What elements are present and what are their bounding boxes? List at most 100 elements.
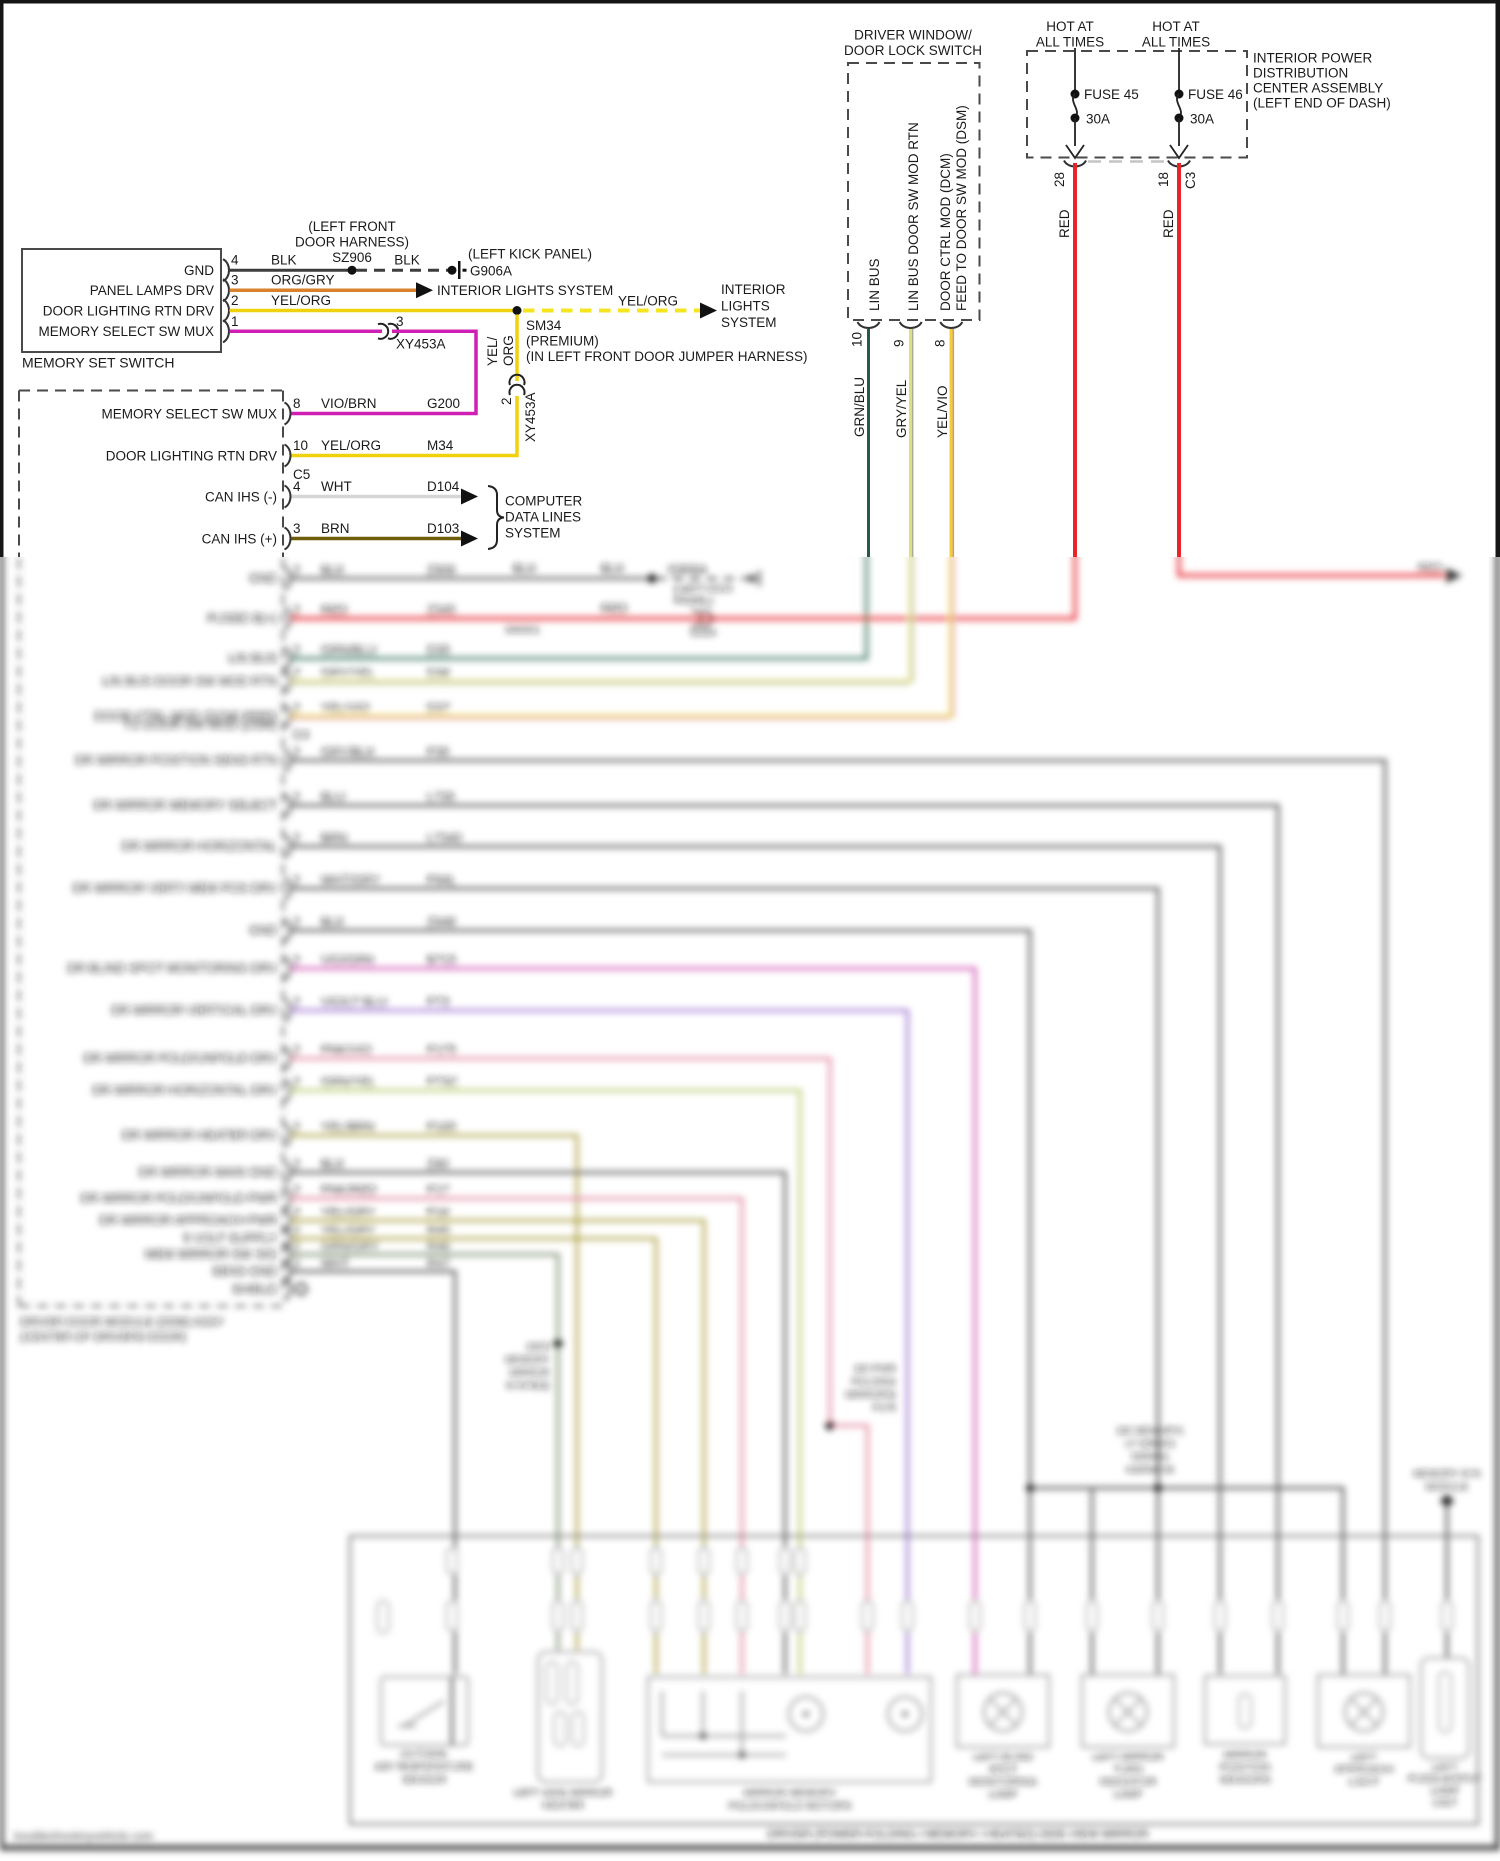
svg-text:PANEL): PANEL) [674, 595, 713, 607]
svg-text:(LEFT KICK PANEL): (LEFT KICK PANEL) [468, 247, 592, 262]
svg-text:YEL/GRY: YEL/GRY [321, 1206, 376, 1220]
svg-text:DR MIRROR VERT/ MEM POS DRV: DR MIRROR VERT/ MEM POS DRV [73, 882, 278, 896]
svg-text:4: 4 [231, 253, 239, 268]
svg-text:L735: L735 [427, 791, 455, 805]
svg-text:HARNESS: HARNESS [1126, 1465, 1175, 1476]
svg-text:BLK: BLK [271, 253, 297, 268]
svg-text:DRIVER DOOR MODULE (DDM) ASSY: DRIVER DOOR MODULE (DDM) ASSY [20, 1317, 224, 1329]
svg-text:2: 2 [293, 564, 300, 578]
svg-text:B715: B715 [427, 954, 456, 968]
svg-text:TURN: TURN [1113, 1764, 1142, 1776]
svg-text:GRY/YEL: GRY/YEL [894, 379, 909, 438]
svg-text:DOOR CTRL MOD (DCM): DOOR CTRL MOD (DCM) [938, 153, 953, 311]
svg-text:VIO/BRN: VIO/BRN [321, 396, 377, 411]
svg-text:BLK: BLK [513, 562, 537, 576]
svg-text:YEL/VIO: YEL/VIO [935, 385, 950, 438]
svg-text:DR MIRROR HEATER DRV: DR MIRROR HEATER DRV [122, 1129, 278, 1143]
svg-text:FUSE 45: FUSE 45 [1084, 87, 1139, 102]
svg-text:LAMP: LAMP [1431, 1785, 1460, 1797]
svg-text:COMPUTER: COMPUTER [505, 494, 583, 509]
svg-text:2: 2 [293, 604, 300, 618]
svg-text:2: 2 [293, 1257, 300, 1271]
svg-text:D35: D35 [427, 644, 450, 658]
svg-text:GRN/BLU: GRN/BLU [852, 377, 867, 437]
svg-text:LAMP: LAMP [989, 1789, 1018, 1801]
svg-text:MEMORY SET SWITCH: MEMORY SET SWITCH [22, 355, 174, 371]
svg-text:GRY/YEL: GRY/YEL [321, 667, 375, 681]
svg-text:2: 2 [293, 1224, 300, 1238]
svg-text:GRY/BLK: GRY/BLK [321, 746, 376, 760]
svg-text:L7340: L7340 [427, 832, 462, 846]
svg-text:DATA LINES: DATA LINES [505, 510, 581, 525]
svg-text:GND: GND [249, 924, 277, 938]
svg-text:Z345: Z345 [427, 604, 456, 618]
svg-text:MEMORY SELECT SW MUX: MEMORY SELECT SW MUX [101, 406, 277, 421]
svg-text:DR MIRROR FOLD/UNFOLD DRV: DR MIRROR FOLD/UNFOLD DRV [83, 1052, 277, 1066]
svg-text:2: 2 [293, 874, 300, 888]
svg-text:BLK: BLK [321, 916, 345, 930]
svg-text:DISTRIBUTION: DISTRIBUTION [1253, 66, 1348, 81]
svg-text:(LEFT FRONT: (LEFT FRONT [308, 219, 396, 234]
svg-text:P17: P17 [427, 1184, 449, 1198]
svg-text:(W/ MEMORY): (W/ MEMORY) [1117, 1426, 1183, 1437]
svg-text:10: 10 [293, 438, 308, 453]
svg-text:(W/O: (W/O [527, 1342, 551, 1353]
svg-text:30A: 30A [1190, 112, 1214, 127]
svg-text:30A: 30A [1086, 112, 1110, 127]
svg-text:PNK/RED: PNK/RED [321, 1184, 377, 1198]
svg-text:VIO/LT BLU: VIO/LT BLU [321, 996, 387, 1010]
svg-text:SM301: SM301 [505, 624, 540, 636]
svg-text:DR MIRROR HORIZONTAL: DR MIRROR HORIZONTAL [122, 840, 277, 854]
svg-text:DOOR CTRL MOD (DCM) FEED: DOOR CTRL MOD (DCM) FEED [94, 710, 277, 724]
svg-text:G200: G200 [427, 396, 460, 411]
svg-text:R46: R46 [427, 1240, 450, 1254]
svg-text:(CENTER OF DRIVERS DOOR): (CENTER OF DRIVERS DOOR) [20, 1332, 186, 1344]
svg-text:APPROACH: APPROACH [1335, 1764, 1394, 1776]
svg-text:DOOR LOCK SWITCH: DOOR LOCK SWITCH [844, 43, 982, 58]
svg-text:D103: D103 [427, 521, 459, 536]
svg-text:HOT AT: HOT AT [1152, 19, 1200, 34]
svg-text:SYSTEM): SYSTEM) [506, 1381, 550, 1392]
svg-text:RED: RED [1057, 209, 1072, 238]
svg-text:BLK: BLK [321, 564, 345, 578]
svg-text:P73C: P73C [427, 1076, 458, 1090]
svg-text:BLU: BLU [321, 791, 345, 805]
svg-text:YEL/VIO: YEL/VIO [321, 702, 370, 716]
svg-text:FUSE 46: FUSE 46 [1188, 87, 1243, 102]
svg-text:3: 3 [293, 521, 301, 536]
svg-text:MONITORING: MONITORING [969, 1776, 1037, 1788]
svg-text:2: 2 [293, 702, 300, 716]
svg-text:MIRROR: MIRROR [1224, 1749, 1267, 1761]
svg-text:S434: S434 [690, 627, 716, 639]
svg-text:2: 2 [293, 746, 300, 760]
svg-text:28: 28 [1052, 172, 1067, 187]
svg-text:4: 4 [293, 479, 301, 494]
svg-text:SYSTEM: SYSTEM [721, 315, 777, 330]
svg-text:CENTER ASSEMBLY: CENTER ASSEMBLY [1253, 81, 1383, 96]
svg-text:GND: GND [184, 263, 214, 278]
svg-text:G906A: G906A [470, 264, 512, 279]
svg-text:ALL TIMES: ALL TIMES [1142, 35, 1210, 50]
svg-text:BLK: BLK [321, 1158, 345, 1172]
svg-text:SHIELD: SHIELD [232, 1283, 277, 1297]
svg-text:MEM MIRROR SW SIG: MEM MIRROR SW SIG [145, 1248, 277, 1262]
svg-text:(PREMIUM): (PREMIUM) [526, 334, 599, 349]
svg-text:R47: R47 [427, 1257, 450, 1271]
svg-text:(IN LEFT FRONT DOOR JUMPER HAR: (IN LEFT FRONT DOOR JUMPER HARNESS) [526, 349, 808, 364]
svg-text:3: 3 [231, 273, 239, 288]
svg-text:DR MIRROR POSITION SENS RTN: DR MIRROR POSITION SENS RTN [75, 754, 277, 768]
svg-text:RED: RED [601, 602, 627, 616]
svg-text:SM34: SM34 [526, 318, 562, 333]
svg-text:P16: P16 [427, 1206, 449, 1220]
svg-text:LIN BUS: LIN BUS [228, 652, 277, 666]
svg-text:2: 2 [293, 1076, 300, 1090]
svg-text:INTERIOR LIGHTS SYSTEM: INTERIOR LIGHTS SYSTEM [437, 283, 613, 298]
svg-text:G906A: G906A [668, 563, 708, 577]
svg-text:BRN: BRN [321, 521, 350, 536]
svg-text:2: 2 [293, 916, 300, 930]
svg-text:AIR TEMPERATURE: AIR TEMPERATURE [375, 1761, 474, 1773]
svg-text:CAN IHS (-): CAN IHS (-) [205, 489, 277, 504]
svg-text:DR MIRROR FOLD/UNFOLD PWR: DR MIRROR FOLD/UNFOLD PWR [80, 1192, 277, 1206]
svg-text:DR MIRROR APPROACH PWR: DR MIRROR APPROACH PWR [99, 1214, 277, 1228]
svg-text:XY453A: XY453A [396, 337, 446, 352]
